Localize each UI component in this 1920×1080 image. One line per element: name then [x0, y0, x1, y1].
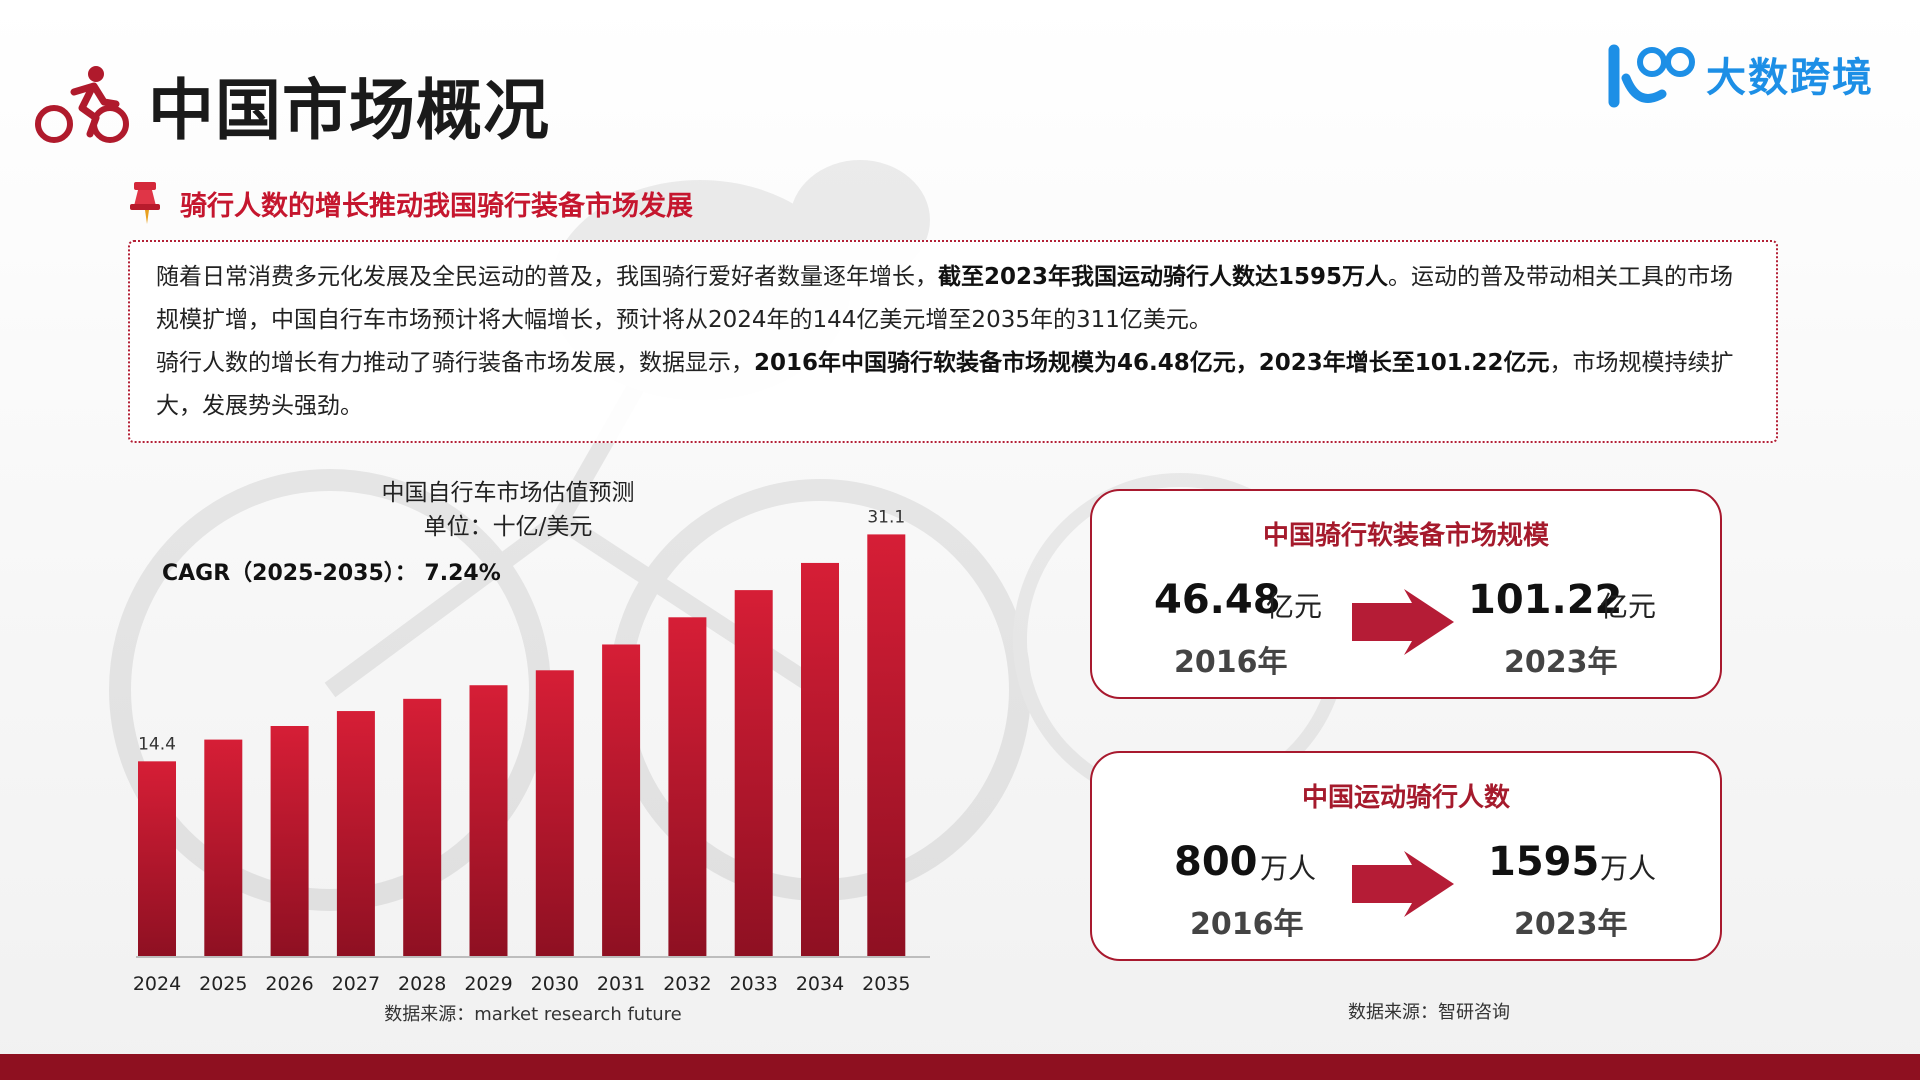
intro-p2-a: 骑行人数的增长有力推动了骑行装备市场发展，数据显示，	[156, 350, 754, 376]
x-tick-2025: 2025	[199, 973, 247, 995]
to-unit: 亿元	[1600, 590, 1657, 623]
bar-2026	[270, 726, 309, 957]
bar-2025	[204, 739, 243, 957]
bar-2028	[403, 698, 442, 957]
brand-logo: 大数跨境	[1604, 38, 1874, 110]
to-year: 2023年	[1514, 907, 1628, 942]
x-tick-2030: 2030	[531, 973, 579, 995]
page-header: 中国市场概况	[34, 60, 550, 150]
to-unit: 万人	[1600, 852, 1657, 885]
x-tick-2033: 2033	[730, 973, 778, 995]
intro-p1-c: 。运动的普及带动相关工具的市场规模扩增，中国自行车市场预计将大幅增长，预计将从2…	[156, 264, 1734, 333]
k100-logo	[1608, 44, 1695, 108]
to-value: 101.22	[1468, 577, 1623, 623]
right-arrow-icon	[1352, 851, 1454, 917]
bar-2035	[867, 534, 906, 957]
bar-2033	[734, 590, 773, 957]
x-tick-2029: 2029	[464, 973, 512, 995]
intro-text-box: 随着日常消费多元化发展及全民运动的普及，我国骑行爱好者数量逐年增长，截至2023…	[128, 240, 1778, 443]
to-year: 2023年	[1504, 645, 1618, 680]
intro-p2-highlight: 2016年中国骑行软装备市场规模为46.48亿元，2023年增长至101.22亿…	[754, 350, 1550, 376]
chart-subtitle: 单位：十亿/美元	[424, 514, 593, 540]
intro-p1-a: 随着日常消费多元化发展及全民运动的普及，我国骑行爱好者数量逐年增长，	[156, 264, 938, 290]
bar-2031	[602, 644, 641, 957]
x-tick-2028: 2028	[398, 973, 446, 995]
pushpin-icon	[130, 182, 160, 224]
card-title: 中国骑行软装备市场规模	[1262, 521, 1549, 551]
bar-2030	[535, 670, 574, 957]
chart-cagr-annotation: CAGR（2025-2035）： 7.24%	[162, 561, 501, 586]
x-tick-2032: 2032	[663, 973, 711, 995]
bicycle-market-bar-chart: 中国自行车市场估值预测 单位：十亿/美元 CAGR（2025-2035）： 7.…	[133, 480, 930, 1025]
brand-name: 大数跨境	[1706, 55, 1874, 101]
to-value: 1595	[1488, 839, 1600, 885]
data-label-2024: 14.4	[138, 734, 176, 754]
x-tick-2034: 2034	[796, 973, 844, 995]
section-subtitle: 骑行人数的增长推动我国骑行装备市场发展	[180, 190, 693, 222]
from-value: 46.48	[1154, 577, 1281, 623]
section-heading: 骑行人数的增长推动我国骑行装备市场发展	[128, 180, 693, 226]
x-tick-2027: 2027	[332, 973, 380, 995]
intro-p2-c: ，市场规模持续扩大，发展势头强劲。	[156, 350, 1734, 419]
card-soft-equipment-market: 中国骑行软装备市场规模 46.48 亿元 2016年 101.22 亿元 202…	[1090, 489, 1722, 699]
right-arrow-icon	[1352, 589, 1454, 655]
card-title: 中国运动骑行人数	[1301, 783, 1510, 813]
bar-2024	[138, 761, 176, 957]
bottom-bar	[0, 1054, 1920, 1080]
from-value: 800	[1174, 839, 1258, 885]
from-unit: 亿元	[1266, 590, 1323, 623]
bar-2032	[668, 617, 707, 957]
from-unit: 万人	[1260, 852, 1317, 885]
chart-x-ticks: 2024 2025 2026 2027 2028 2029 2030 2031 2032 2033…	[133, 973, 911, 995]
x-tick-2035: 2035	[862, 973, 910, 995]
cards-source: 数据来源：智研咨询	[1348, 1002, 1510, 1023]
intro-paragraph-1: 随着日常消费多元化发展及全民运动的普及，我国骑行爱好者数量逐年增长，截至2023…	[156, 256, 1752, 342]
data-label-2035: 31.1	[867, 507, 905, 527]
page-title: 中国市场概况	[148, 72, 550, 149]
intro-p1-highlight: 截至2023年我国运动骑行人数达1595万人	[938, 264, 1389, 290]
bar-2027	[336, 711, 375, 957]
cyclist-icon	[35, 66, 129, 143]
intro-paragraph-2: 骑行人数的增长有力推动了骑行装备市场发展，数据显示，2016年中国骑行软装备市场…	[156, 342, 1752, 428]
bar-2029	[469, 685, 508, 957]
from-year: 2016年	[1190, 907, 1304, 942]
chart-data-labels: 14.4 31.1	[138, 507, 905, 754]
chart-source: 数据来源：market research future	[384, 1004, 681, 1025]
x-tick-2024: 2024	[133, 973, 181, 995]
x-tick-2026: 2026	[265, 973, 313, 995]
x-tick-2031: 2031	[597, 973, 645, 995]
chart-bars	[138, 534, 906, 957]
from-year: 2016年	[1174, 645, 1288, 680]
bar-2034	[801, 562, 839, 957]
card-cycling-population: 中国运动骑行人数 800 万人 2016年 1595 万人 2023年	[1090, 751, 1722, 961]
chart-title: 中国自行车市场估值预测	[382, 480, 635, 506]
